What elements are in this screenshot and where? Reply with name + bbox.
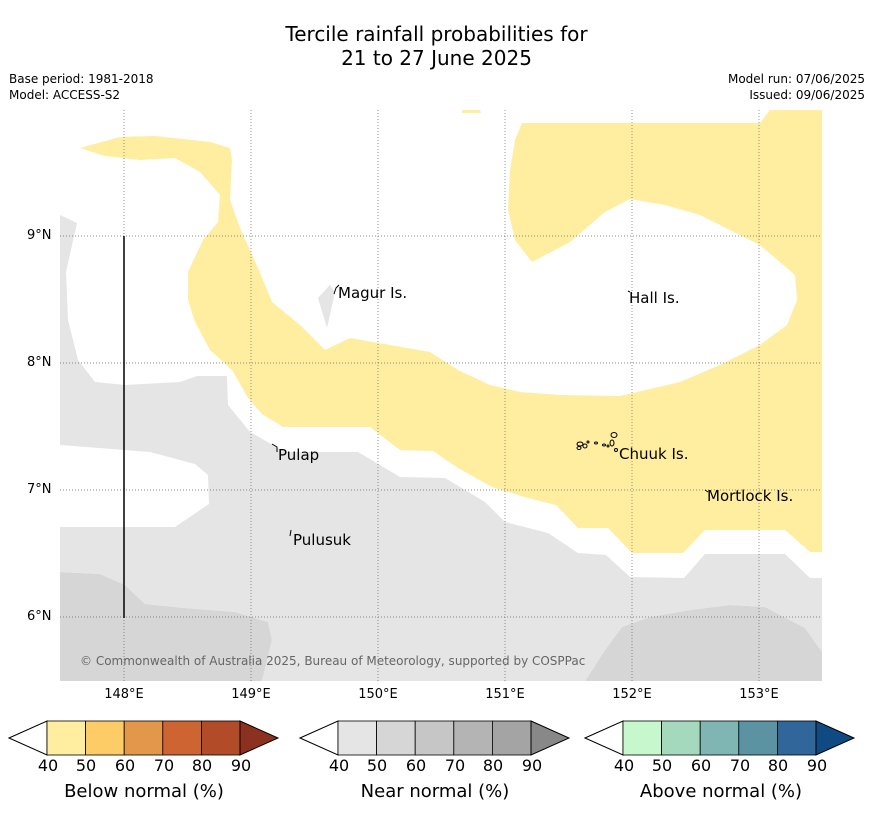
near-tick-50: 50	[366, 756, 388, 775]
place-label-chuuk: Chuuk Is.	[619, 445, 689, 463]
below-normal-top-sliver	[462, 110, 481, 113]
above-colorbar-bin-3	[738, 720, 778, 756]
near-colorbar-bin-3	[453, 720, 493, 756]
near-tick-40: 40	[328, 756, 350, 775]
base-period: Base period: 1981-2018	[9, 72, 154, 86]
below-tick-80: 80	[191, 756, 213, 775]
near-normal-40-50-region	[60, 215, 822, 681]
chuuk-lagoon-islands	[576, 432, 618, 452]
below-tick-60: 60	[114, 756, 136, 775]
place-label-mortlock: Mortlock Is.	[707, 487, 794, 505]
near-normal-label: Near normal (%)	[360, 781, 510, 802]
lon-label-153e: 153°E	[739, 687, 779, 702]
colorbar-near-normal	[299, 720, 571, 756]
pulusuk-island-mark	[289, 529, 292, 537]
below-tick-70: 70	[153, 756, 175, 775]
place-label-pulap: Pulap	[278, 446, 320, 464]
lat-label-7n: 7°N	[27, 482, 52, 497]
lon-label-150e: 150°E	[358, 687, 398, 702]
above-colorbar-extend-low	[584, 720, 624, 756]
below-colorbar-extend-high	[239, 720, 280, 756]
issued-date: Issued: 09/06/2025	[749, 88, 865, 102]
above-tick-90: 90	[806, 756, 828, 775]
info-left: Base period: 1981-2018 Model: ACCESS-S2	[9, 71, 154, 103]
near-colorbar-bin-0	[337, 720, 377, 756]
lon-label-149e: 149°E	[231, 687, 271, 702]
near-colorbar-extend-low	[299, 720, 339, 756]
above-colorbar-bin-0	[622, 720, 662, 756]
hall-island-mark	[627, 290, 631, 293]
place-label-magur: Magur Is.	[338, 284, 408, 302]
near-normal-50-60-east	[585, 605, 822, 681]
near-normal-magur-patch	[318, 285, 335, 328]
below-colorbar-bin-0	[46, 720, 86, 756]
magur-island-mark	[333, 284, 340, 295]
near-tick-90: 90	[521, 756, 543, 775]
model-name: Model: ACCESS-S2	[9, 88, 121, 102]
title-line-1: Tercile rainfall probabilities for	[285, 22, 588, 46]
below-tick-50: 50	[75, 756, 97, 775]
colorbar-above-normal	[584, 720, 856, 756]
model-run: Model run: 07/06/2025	[727, 72, 865, 86]
island-outlines	[271, 284, 709, 537]
colorbar-below-normal	[8, 720, 280, 756]
near-colorbar-extend-high	[530, 720, 571, 756]
above-tick-40: 40	[613, 756, 635, 775]
above-tick-70: 70	[729, 756, 751, 775]
below-tick-90: 90	[230, 756, 252, 775]
lon-label-152e: 152°E	[612, 687, 652, 702]
near-tick-70: 70	[444, 756, 466, 775]
near-tick-80: 80	[482, 756, 504, 775]
place-label-pulusuk: Pulusuk	[293, 531, 351, 549]
below-colorbar-bin-2	[123, 720, 164, 756]
below-colorbar-bin-1	[85, 720, 125, 756]
below-colorbar-bin-4	[200, 720, 241, 756]
above-colorbar-bin-2	[699, 720, 740, 756]
above-tick-80: 80	[767, 756, 789, 775]
lat-label-8n: 8°N	[27, 355, 52, 370]
above-tick-60: 60	[690, 756, 712, 775]
near-tick-60: 60	[405, 756, 427, 775]
above-colorbar-bin-4	[776, 720, 817, 756]
below-tick-40: 40	[37, 756, 59, 775]
lat-label-6n: 6°N	[27, 609, 52, 624]
title-line-2: 21 to 27 June 2025	[341, 46, 532, 70]
near-colorbar-bin-2	[414, 720, 455, 756]
below-colorbar-extend-low	[8, 720, 48, 756]
lat-label-9n: 9°N	[27, 228, 52, 243]
above-colorbar-extend-high	[815, 720, 856, 756]
copyright-notice: © Commonwealth of Australia 2025, Bureau…	[80, 654, 586, 668]
below-normal-label: Below normal (%)	[64, 781, 224, 802]
near-normal-50-60-west	[60, 572, 272, 681]
below-normal-40-50-region	[80, 110, 822, 553]
near-colorbar-bin-4	[491, 720, 532, 756]
lon-label-151e: 151°E	[485, 687, 525, 702]
above-normal-label: Above normal (%)	[639, 781, 803, 802]
lon-label-148e: 148°E	[104, 687, 144, 702]
pulap-island-mark	[271, 443, 278, 452]
near-colorbar-bin-1	[376, 720, 416, 756]
below-colorbar-bin-3	[162, 720, 202, 756]
map-title: Tercile rainfall probabilities for 21 to…	[0, 22, 873, 70]
mortlock-island-mark	[704, 489, 709, 493]
place-label-hall: Hall Is.	[629, 289, 680, 307]
above-tick-50: 50	[651, 756, 673, 775]
above-colorbar-bin-1	[661, 720, 701, 756]
graticule	[60, 110, 822, 681]
info-right: Model run: 07/06/2025 Issued: 09/06/2025	[728, 71, 865, 103]
